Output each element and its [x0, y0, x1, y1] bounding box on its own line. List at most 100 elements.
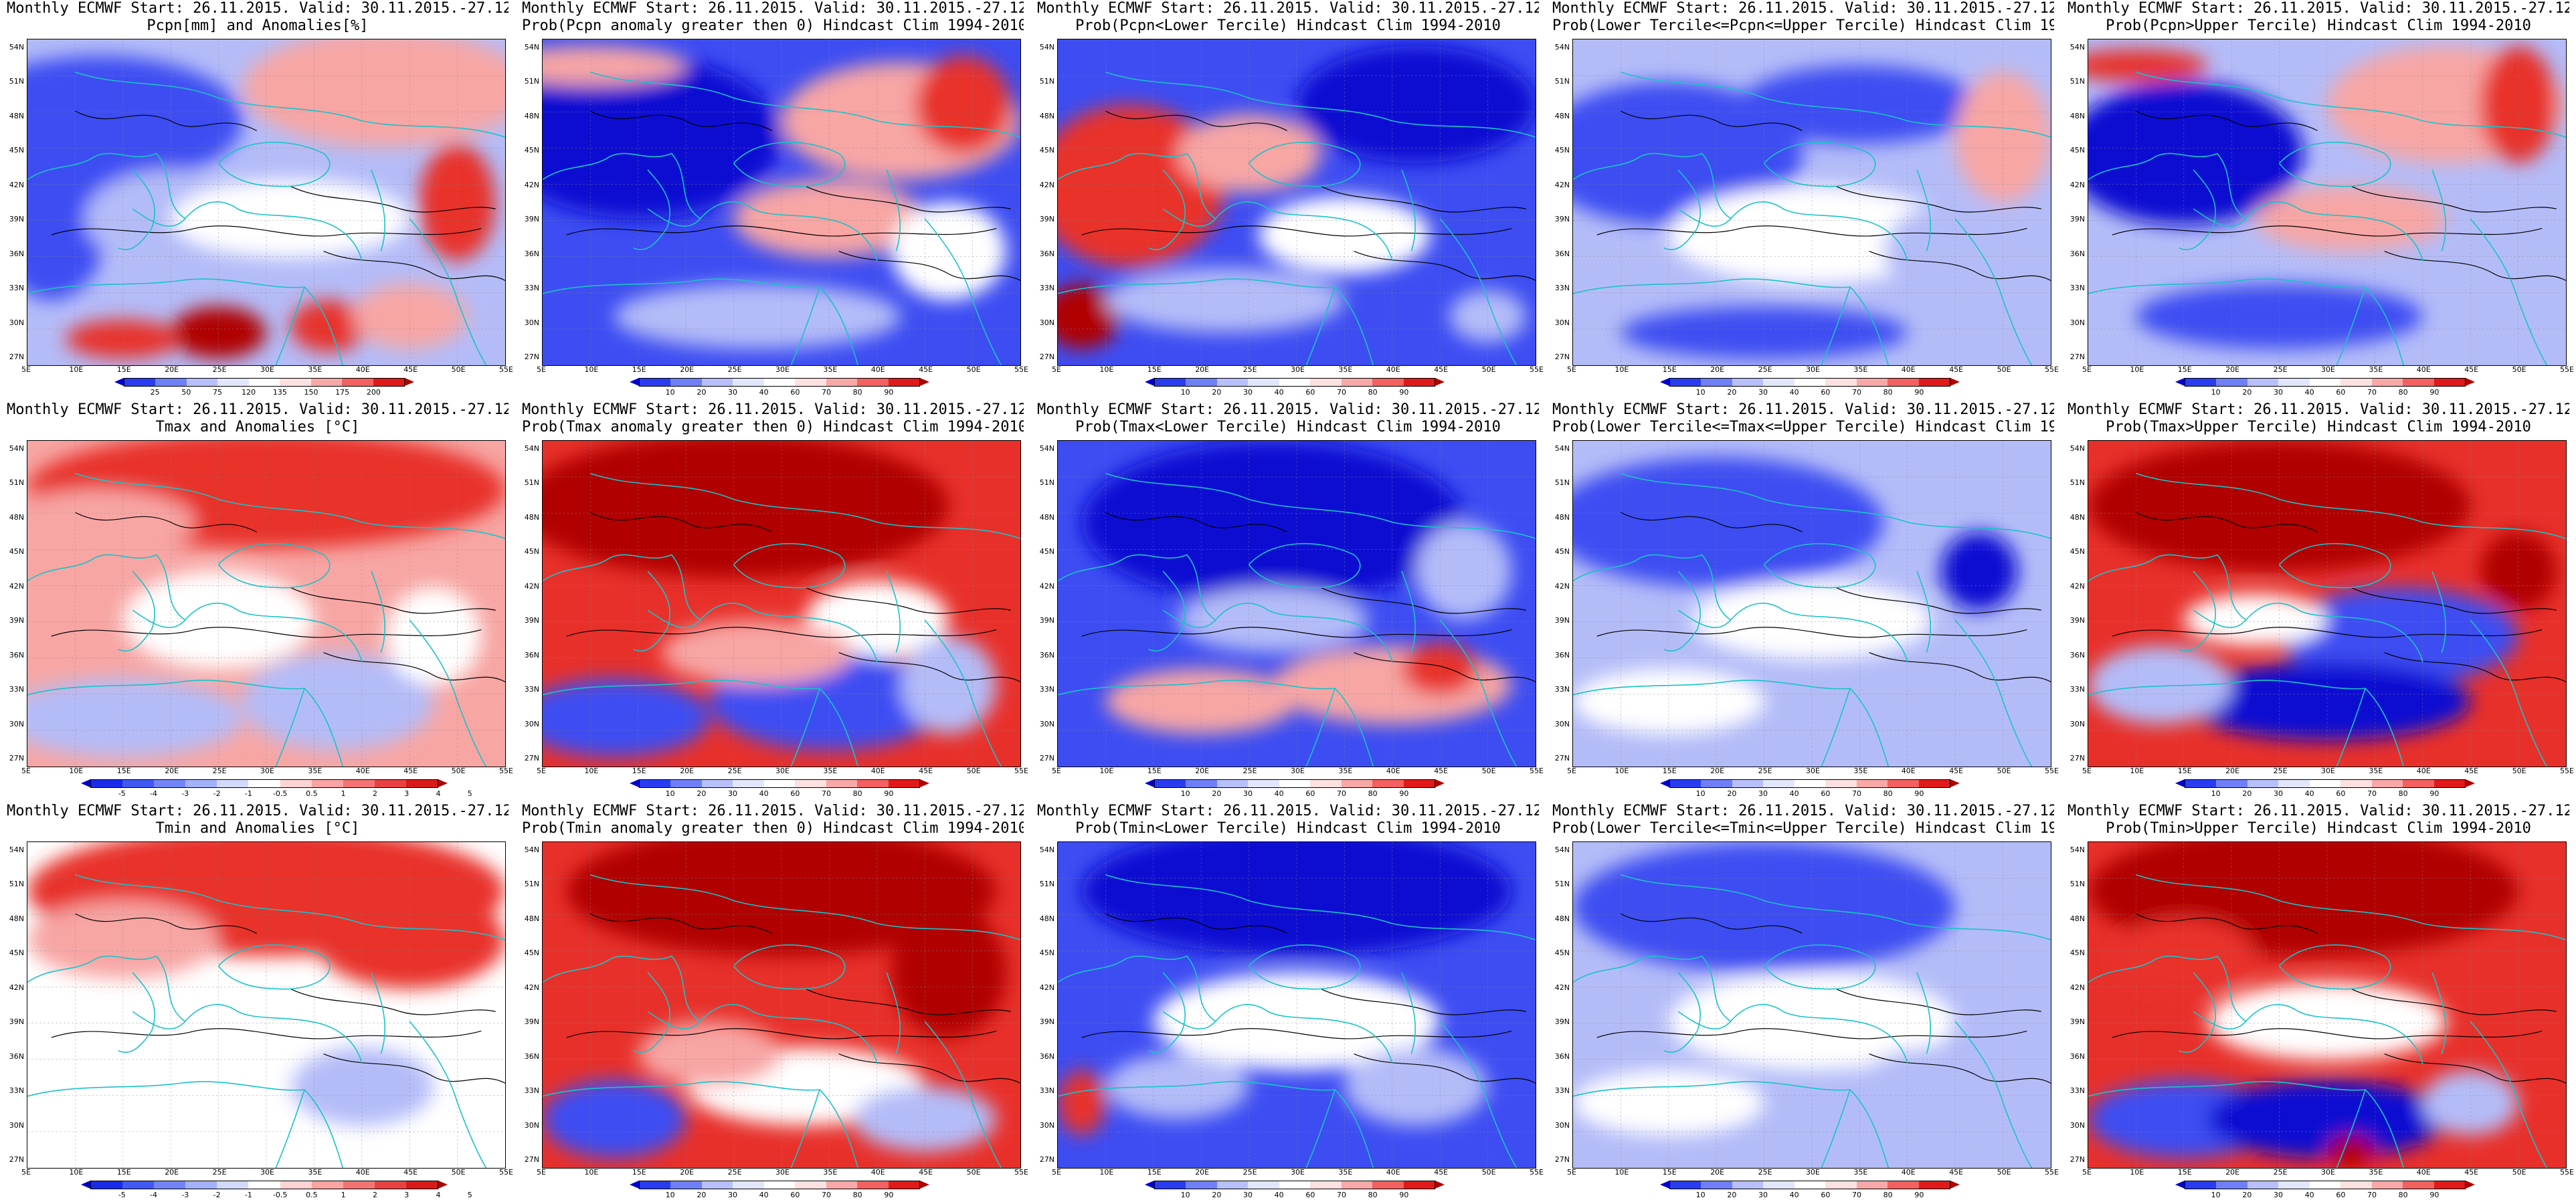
- latitude-label: 36N: [9, 249, 24, 258]
- colorbar-arrow-high: [1435, 378, 1445, 386]
- contour-line: [1321, 186, 1526, 212]
- map-panel-r3-c1: Monthly ECMWF Start: 26.11.2015. Valid: …: [0, 803, 515, 1204]
- colorbar-cell: [857, 780, 889, 787]
- map-frame: [542, 841, 1021, 1169]
- longitude-label: 45E: [1434, 767, 1449, 775]
- colorbar-cell: [2278, 780, 2310, 787]
- colorbar-tick-label: 90: [1399, 789, 1409, 798]
- longitude-label: 55E: [1014, 767, 1028, 775]
- coastline: [2246, 603, 2423, 662]
- coastline: [1955, 620, 2031, 767]
- longitude-label: 20E: [2225, 1168, 2240, 1177]
- colorbar-cell: [1732, 1181, 1764, 1189]
- colorbar: 10 20 30 40 60 70 80 90: [1030, 1181, 1546, 1203]
- colorbar-tick-label: 4: [436, 789, 441, 798]
- field-region: [1153, 972, 1441, 1070]
- coastline: [2432, 571, 2446, 653]
- coastline: [371, 170, 385, 252]
- map-panel-r1-c5: Monthly ECMWF Start: 26.11.2015. Valid: …: [2061, 0, 2576, 401]
- latitude-axis: 54N 51N 48N 45N 42N 39N 36N 33N 30N 27N: [1548, 39, 1571, 365]
- map-panel-r2-c3: Monthly ECMWF Start: 26.11.2015. Valid: …: [1030, 401, 1546, 803]
- colorbar-arrow-low: [1145, 1181, 1154, 1189]
- colorbar-tick-label: 80: [1883, 388, 1893, 397]
- colorbar-cell: [1825, 780, 1857, 787]
- latitude-label: 42N: [1554, 581, 1570, 591]
- coastline: [2136, 474, 2566, 538]
- longitude-label: 25E: [1243, 767, 1257, 775]
- colorbar-tick-label: -3: [181, 789, 189, 798]
- contour-line: [52, 226, 482, 236]
- latitude-label: 39N: [524, 1017, 539, 1027]
- colorbar-cell: [342, 379, 373, 386]
- colorbar: 10 20 30 40 60 70 80 90: [515, 378, 1030, 401]
- map-frame: [1057, 39, 1536, 366]
- colorbar-cell: [1372, 1181, 1404, 1189]
- coastline: [2246, 1005, 2423, 1064]
- coastline: [118, 571, 155, 651]
- coastline: [75, 72, 505, 137]
- panel-title-line-2: Prob(Tmax anomaly greater then 0) Hindca…: [522, 419, 1024, 435]
- contour-line: [2385, 252, 2566, 281]
- colorbar-cell: [1888, 379, 1919, 386]
- colorbar-tick-label: 3: [404, 1191, 409, 1199]
- contour-line: [1621, 111, 1802, 130]
- longitude-label: 5E: [1052, 767, 1061, 775]
- colorbar-tick-label: 40: [1789, 388, 1799, 397]
- map-field: [2088, 842, 2566, 1168]
- longitude-label: 20E: [165, 767, 179, 775]
- latitude-label: 54N: [1039, 444, 1054, 453]
- colorbar-cell: [1888, 780, 1919, 787]
- contour-line: [324, 653, 505, 682]
- coastline: [543, 555, 701, 627]
- longitude-label: 20E: [1710, 1168, 1725, 1177]
- longitude-label: 45E: [403, 365, 418, 374]
- coastline: [543, 1082, 858, 1168]
- colorbar: 10 20 30 40 60 70 80 90: [1030, 378, 1546, 401]
- colorbar: 10 20 30 40 60 70 80 90: [1546, 378, 2061, 401]
- colorbar-tick-label: 20: [2242, 1191, 2252, 1199]
- longitude-label: 20E: [680, 767, 695, 775]
- latitude-label: 30N: [1554, 719, 1570, 728]
- latitude-label: 42N: [524, 180, 539, 189]
- latitude-label: 54N: [2069, 444, 2085, 453]
- contour-line: [2136, 111, 2317, 130]
- latitude-label: 48N: [9, 111, 24, 120]
- longitude-label: 5E: [1567, 1168, 1576, 1177]
- coastline: [2136, 72, 2566, 137]
- colorbar-tick-label: -2: [213, 1191, 221, 1199]
- colorbar-cell: [2340, 1181, 2372, 1189]
- colorbar-cell: [1403, 780, 1435, 787]
- coastline: [276, 688, 304, 767]
- field-region: [1177, 587, 1369, 653]
- coastline: [2432, 973, 2446, 1054]
- colorbar-tick-label: 20: [1212, 388, 1222, 397]
- coastline: [1105, 875, 1536, 940]
- colorbar-cells: [2185, 1181, 2466, 1189]
- colorbar-cell: [763, 780, 796, 787]
- coastline: [2179, 973, 2216, 1052]
- colorbar-tick-label: 40: [1274, 1191, 1284, 1199]
- colorbar-tick-label: 175: [335, 388, 350, 397]
- colorbar-tick-label: -0.5: [272, 789, 288, 798]
- latitude-label: 33N: [524, 685, 539, 694]
- colorbar-cell: [2403, 780, 2434, 787]
- coastline: [634, 973, 670, 1052]
- colorbar-cell: [857, 379, 889, 386]
- contour-line: [1836, 186, 2041, 212]
- longitude-label: 40E: [1386, 767, 1400, 775]
- contour-line: [1321, 587, 1526, 613]
- longitude-label: 25E: [1243, 365, 1257, 374]
- panel-title: Monthly ECMWF Start: 26.11.2015. Valid: …: [2067, 401, 2569, 440]
- contour-line: [1597, 226, 2027, 236]
- colorbar-tick-label: 70: [1337, 789, 1346, 798]
- colorbar: -5 -4 -3 -2 -1 -0.5 0.5 1 2 3 4 5: [0, 1181, 515, 1203]
- longitude-label: 5E: [1052, 365, 1061, 374]
- colorbar-cell: [1341, 780, 1373, 787]
- panel-title-line-2: Prob(Lower Tercile<=Pcpn<=Upper Tercile)…: [1552, 17, 2054, 34]
- coastline: [925, 219, 1001, 365]
- longitude-label: 20E: [1710, 365, 1725, 374]
- longitude-label: 10E: [69, 767, 84, 775]
- colorbar-cell: [1403, 379, 1435, 386]
- longitude-label: 30E: [2321, 365, 2335, 374]
- coastline: [1573, 1082, 1888, 1168]
